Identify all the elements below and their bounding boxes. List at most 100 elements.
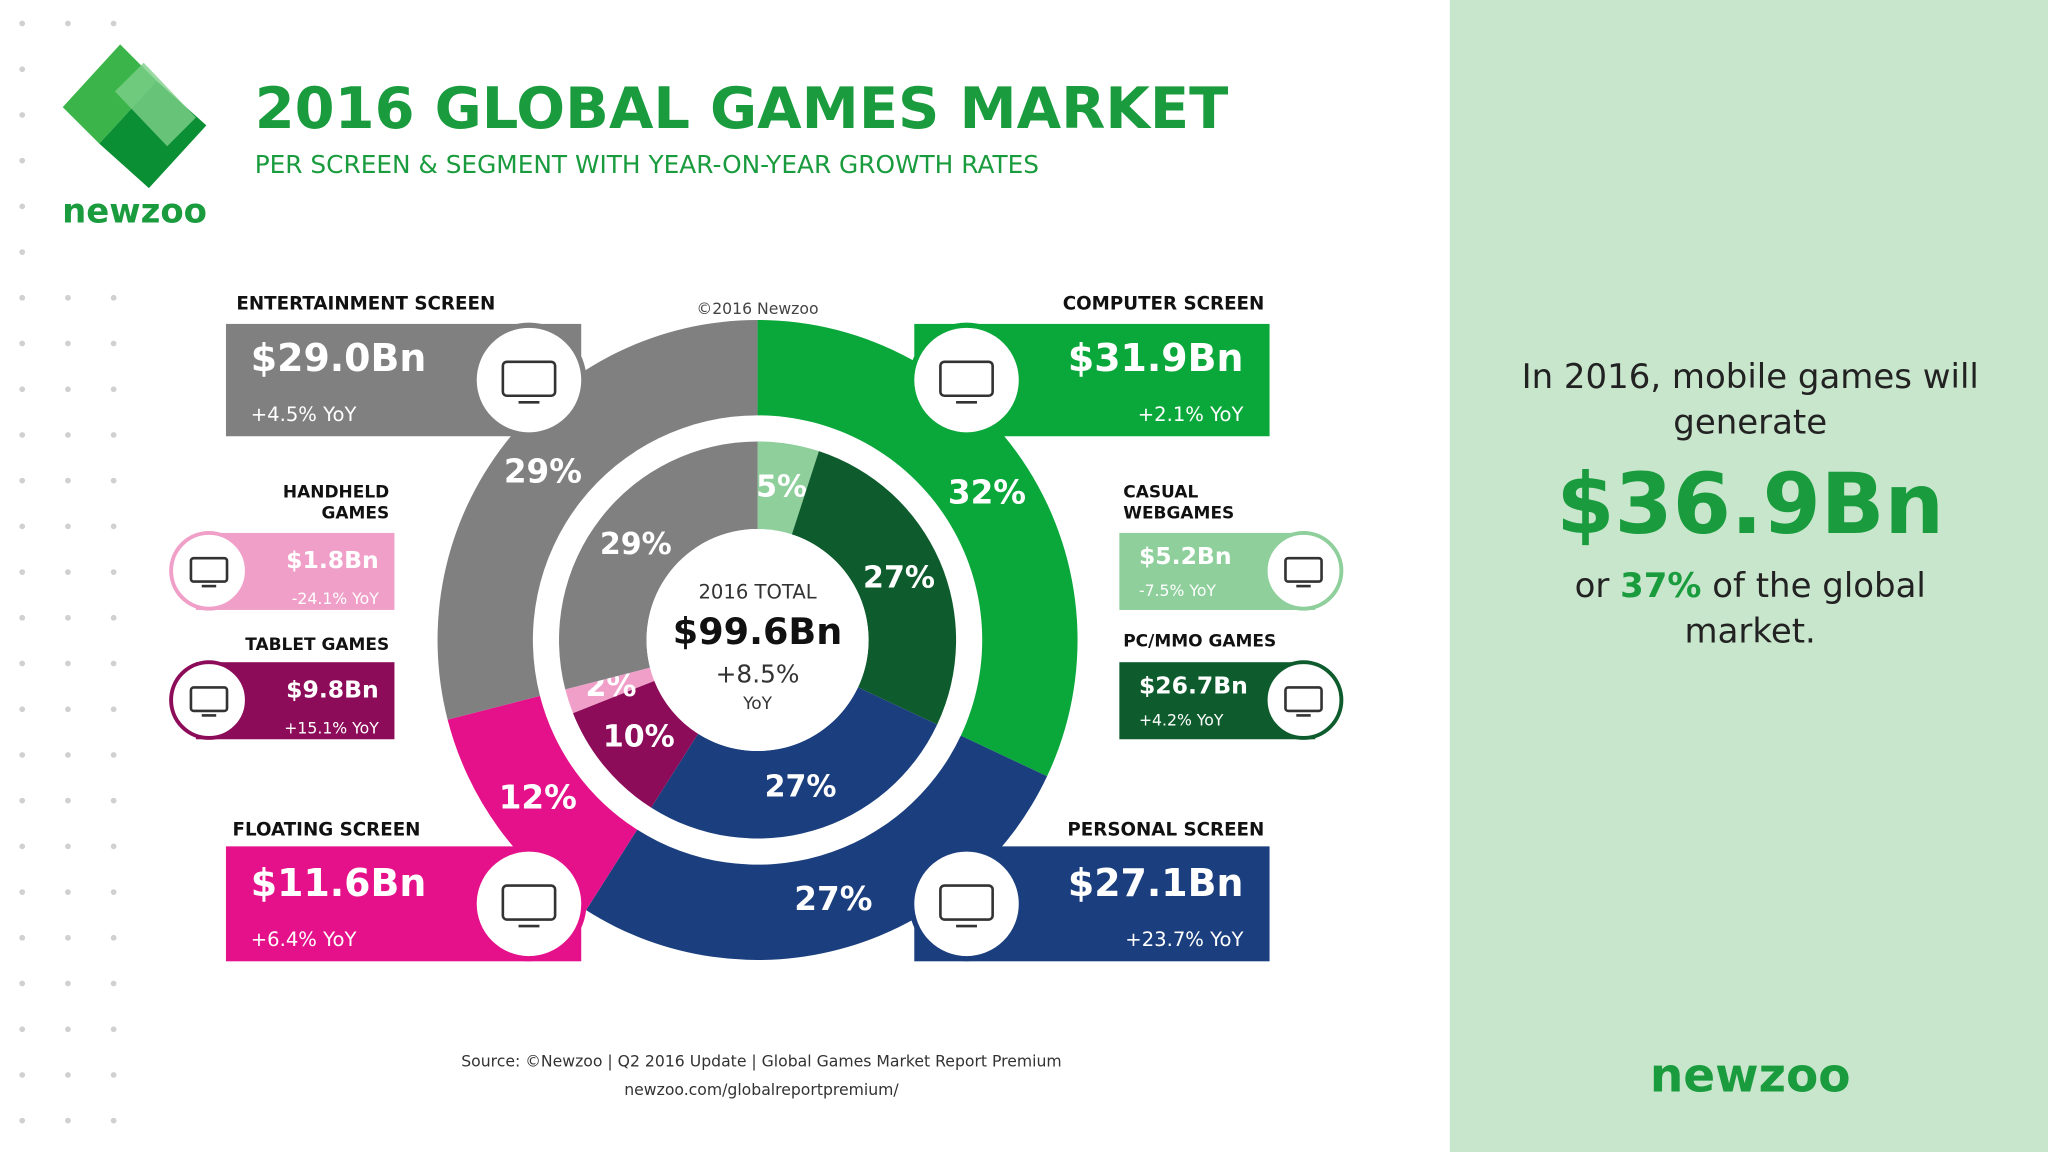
callout-amount: $26.7Bn (1139, 672, 1248, 700)
callout-growth: +15.1% YoY (284, 718, 379, 737)
dot (19, 797, 26, 804)
dot (19, 112, 26, 118)
dot (110, 523, 117, 530)
callout-icon-ring (471, 846, 587, 962)
donut-segment (565, 667, 655, 714)
segment-percent: 12% (499, 779, 577, 817)
dot (19, 889, 26, 895)
callout-icon-ring (909, 322, 1024, 438)
callout-icon-ring (909, 846, 1024, 962)
callout-amount: $27.1Bn (1068, 861, 1244, 905)
callout-label-line: HANDHELD (283, 482, 389, 502)
dot (65, 1026, 71, 1033)
callout-icon (1284, 556, 1323, 583)
callout-label: HANDHELD GAMES (283, 482, 389, 523)
callout-growth: +4.2% YoY (1139, 710, 1224, 729)
dot (110, 752, 117, 758)
dot (110, 432, 117, 438)
dot (19, 1072, 26, 1078)
sidebar-block: In 2016, mobile games will generate $36.… (1476, 355, 2025, 655)
share-prefix: or (1574, 566, 1610, 607)
dot (110, 386, 117, 393)
source-line: Source: ©Newzoo | Q2 2016 Update | Globa… (461, 1051, 1061, 1070)
dot (65, 432, 71, 438)
callout-icon (1284, 686, 1323, 713)
dot (65, 797, 71, 804)
share-suffix: of the global market. (1684, 566, 1926, 652)
subtitle: PER SCREEN & SEGMENT WITH YEAR-ON-YEAR G… (255, 150, 1039, 179)
segment-percent: 29% (504, 452, 582, 490)
callout-icon-ring (1263, 530, 1344, 611)
sidebar-intro: In 2016, mobile games will generate (1521, 357, 1979, 443)
dot (19, 432, 26, 438)
dot (19, 20, 26, 27)
title: 2016 GLOBAL GAMES MARKET (255, 75, 1229, 142)
dot (19, 1117, 26, 1124)
sidebar-background (1449, 0, 2048, 1152)
dot (19, 523, 26, 530)
dot (19, 203, 26, 210)
sidebar-text: In 2016, mobile games will generate $36.… (1476, 355, 2025, 655)
logo-text: newzoo (62, 191, 207, 231)
dot (110, 1026, 117, 1033)
callout-label: FLOATING SCREEN (232, 820, 420, 841)
donut-segment (757, 441, 819, 535)
dot (110, 20, 117, 27)
dot (65, 386, 71, 393)
dot (19, 843, 26, 850)
source-url: newzoo.com/globalreportpremium/ (624, 1080, 899, 1099)
callout-amount: $31.9Bn (1068, 336, 1244, 380)
dot (19, 386, 26, 393)
sidebar-amount: $36.9Bn (1556, 457, 1945, 554)
callout-icon-ring (1263, 660, 1344, 740)
dot-pattern (19, 20, 117, 1124)
callout-label-line: GAMES (321, 503, 389, 523)
callout-label: TABLET GAMES (245, 635, 389, 655)
dot (65, 20, 71, 27)
donut-segment (437, 320, 758, 720)
segment-percent: 27% (765, 770, 837, 805)
dot (65, 294, 71, 301)
callout-label-line: CASUAL (1123, 482, 1198, 502)
dot (110, 797, 117, 804)
dot (19, 614, 26, 621)
callout-amount: $1.8Bn (286, 546, 379, 574)
dot (110, 294, 117, 301)
total-label: 2016 TOTAL (698, 580, 816, 603)
callout-amount: $29.0Bn (251, 336, 427, 380)
dot (19, 477, 26, 484)
dot (19, 340, 26, 347)
segment-percent: 32% (948, 473, 1026, 511)
dot (19, 752, 26, 758)
callouts: COMPUTER SCREEN $31.9Bn +2.1% YoY PERSONAL … (169, 293, 1344, 962)
callout-label-line: WEBGAMES (1123, 503, 1234, 523)
dot (110, 660, 117, 667)
dot (110, 980, 117, 987)
dot (110, 477, 117, 484)
total-amount: $99.6Bn (673, 610, 843, 653)
dot (110, 889, 117, 895)
dot (65, 980, 71, 987)
dot (65, 523, 71, 530)
donut-segment (651, 687, 938, 839)
segment-percent: 5% (756, 469, 807, 504)
callout-growth: -7.5% YoY (1139, 581, 1216, 600)
dot (110, 934, 117, 941)
dot (19, 157, 26, 164)
dot (65, 752, 71, 758)
callout-label: PC/MMO GAMES (1123, 631, 1276, 651)
callout-icon-ring (471, 322, 587, 438)
callout-icon-ring (169, 530, 249, 611)
dot (110, 569, 117, 575)
dot (19, 1026, 26, 1033)
callout-growth: +2.1% YoY (1138, 403, 1244, 426)
dot (65, 889, 71, 895)
callout-amount: $9.8Bn (286, 675, 379, 703)
total-growth: +8.5% (716, 659, 800, 688)
callout-amount: $11.6Bn (251, 861, 427, 905)
callout-icon (189, 686, 229, 713)
dot (19, 66, 26, 73)
callout-label: COMPUTER SCREEN (1063, 293, 1265, 314)
callout-icon (939, 360, 994, 398)
